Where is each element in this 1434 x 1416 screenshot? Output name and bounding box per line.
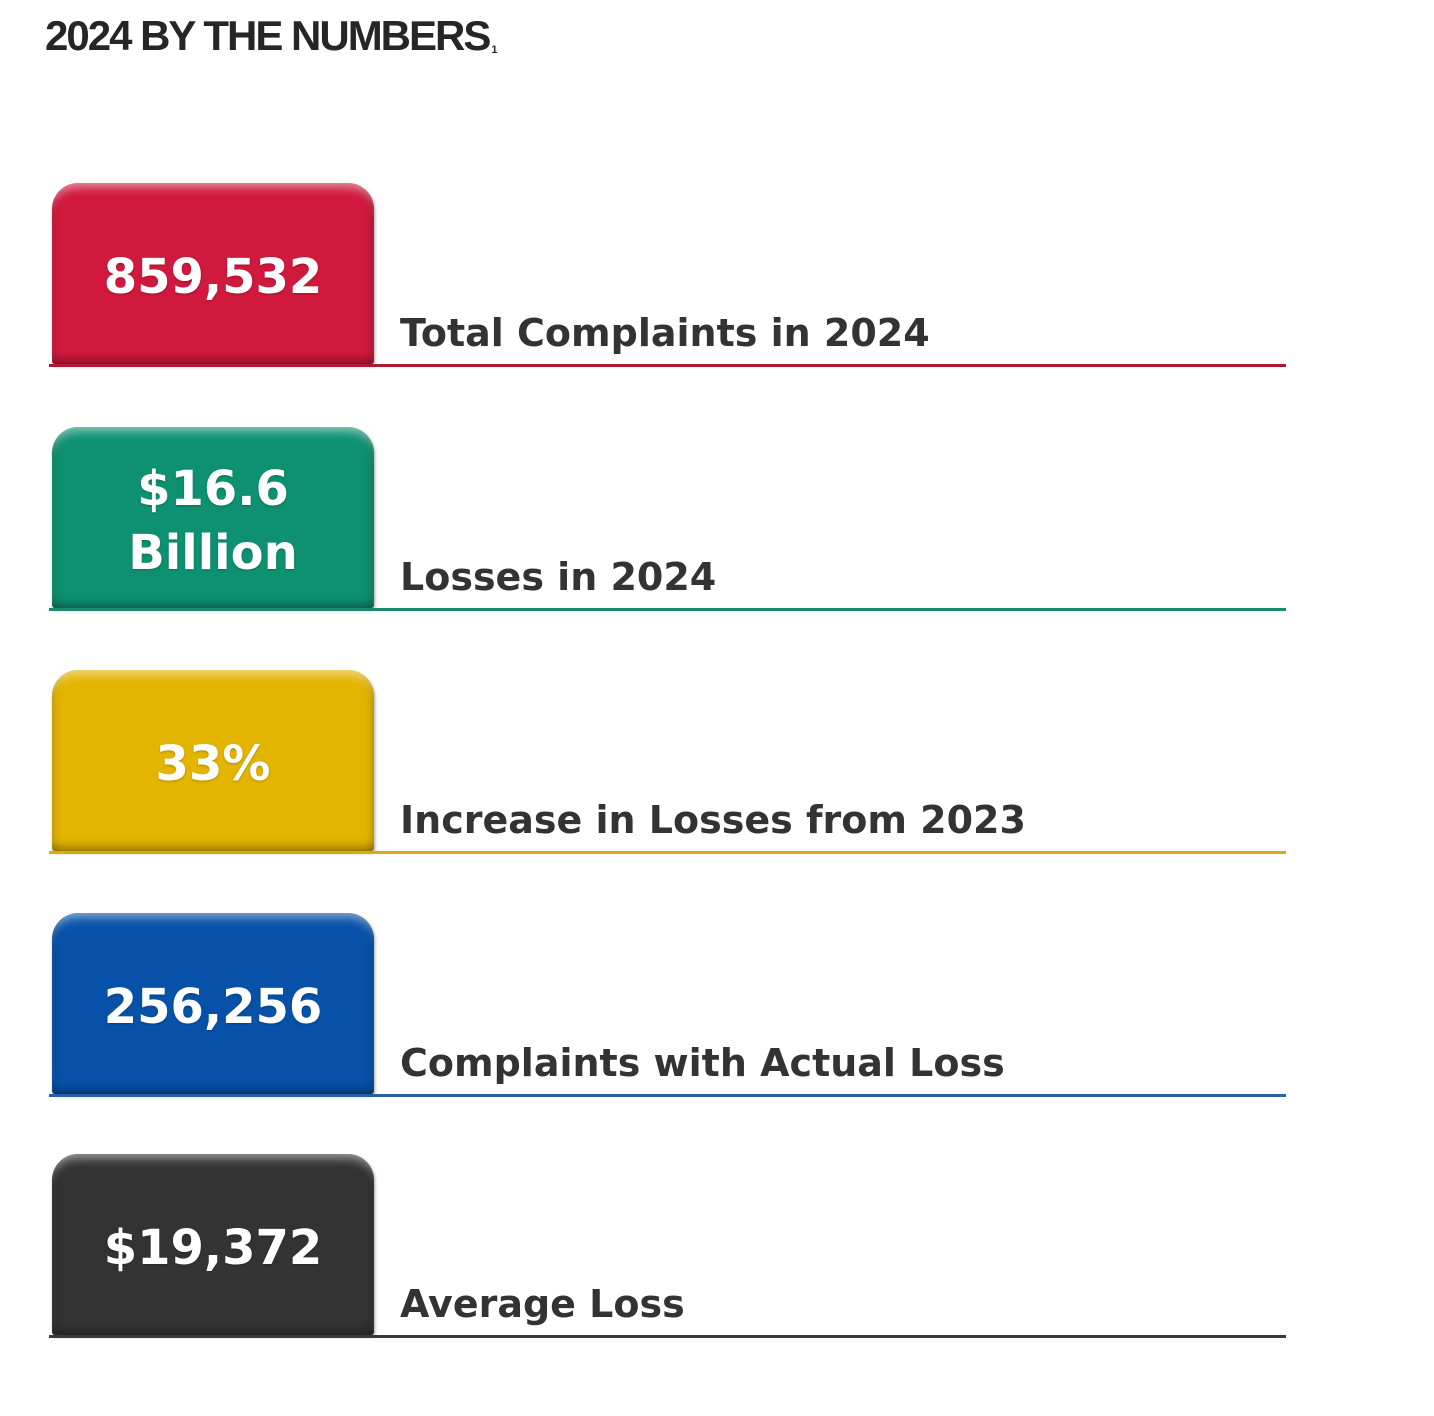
stat-label-increase: Increase in Losses from 2023 [400,798,1026,842]
stat-value-losses: $16.6 Billion [128,460,298,581]
stat-box-total-complaints: 859,532 [52,183,374,364]
stat-divider-average-loss [49,1335,1286,1338]
stat-value-average-loss: $19,372 [103,1219,323,1276]
stat-divider-total-complaints [49,364,1286,367]
stat-row-losses: $16.6 Billion Losses in 2024 [49,427,1286,611]
stat-value-complaints-with-loss: 256,256 [103,978,323,1035]
stat-label-average-loss: Average Loss [400,1282,685,1326]
stat-box-losses: $16.6 Billion [52,427,374,608]
stat-row-average-loss: $19,372 Average Loss [49,1154,1286,1338]
title-footnote-marker: 1 [491,44,498,56]
stat-label-complaints-with-loss: Complaints with Actual Loss [400,1041,1005,1085]
stat-divider-complaints-with-loss [49,1094,1286,1097]
stat-row-total-complaints: 859,532 Total Complaints in 2024 [49,183,1286,367]
stat-value-increase: 33% [155,735,271,792]
stat-divider-increase [49,851,1286,854]
page-title-text: 2024 BY THE NUMBERS [45,12,491,59]
stat-label-total-complaints: Total Complaints in 2024 [400,311,930,355]
stat-row-complaints-with-loss: 256,256 Complaints with Actual Loss [49,913,1286,1097]
stat-value-total-complaints: 859,532 [103,248,323,305]
stat-box-complaints-with-loss: 256,256 [52,913,374,1094]
stat-box-increase: 33% [52,670,374,851]
stat-label-losses: Losses in 2024 [400,555,717,599]
page-title: 2024 BY THE NUMBERS 1 [45,10,498,62]
stat-row-increase: 33% Increase in Losses from 2023 [49,670,1286,854]
stat-divider-losses [49,608,1286,611]
stat-box-average-loss: $19,372 [52,1154,374,1335]
